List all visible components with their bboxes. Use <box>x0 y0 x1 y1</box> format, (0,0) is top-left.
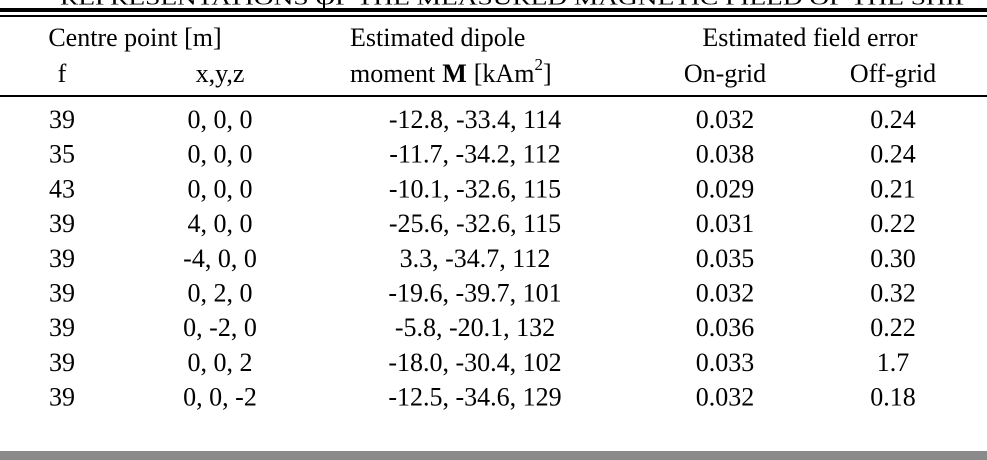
table-cell: 39 <box>49 383 75 412</box>
column-header: f <box>58 59 67 88</box>
table-cell: -5.8, -20.1, 132 <box>395 313 555 342</box>
table-cell: 39 <box>49 105 75 134</box>
table-cell: 39 <box>49 348 75 377</box>
column-header: Off-grid <box>850 59 936 88</box>
table-cell: 0, 2, 0 <box>188 278 253 307</box>
header-sup: 2 <box>534 55 543 74</box>
header-group: Estimated field error <box>702 23 917 52</box>
table-cell: 0.21 <box>870 174 916 203</box>
table-cell: 0.30 <box>870 244 916 273</box>
table-cell: -19.6, -39.7, 101 <box>388 278 561 307</box>
table-cell: 0.032 <box>696 383 755 412</box>
table-cell: 0.22 <box>870 209 916 238</box>
header-group: Estimated dipole <box>350 23 525 52</box>
table-cell: -18.0, -30.4, 102 <box>388 348 561 377</box>
table-cell: 0, 0, 2 <box>188 348 253 377</box>
table-caption: REPRESENTATIONS OF THE MEASURED MAGNETIC… <box>60 0 970 10</box>
table-cell: 0.32 <box>870 278 916 307</box>
table-cell: 0.038 <box>696 140 755 169</box>
table-cell: 0.18 <box>870 383 916 412</box>
column-header: moment M [kAm2] <box>350 55 552 88</box>
header-group: Centre point [m] <box>48 23 221 52</box>
table-cell: 4, 0, 0 <box>188 209 253 238</box>
column-header: x,y,z <box>196 59 245 88</box>
table-cell: -11.7, -34.2, 112 <box>389 140 560 169</box>
header-rule <box>0 95 987 97</box>
table-cell: 0.029 <box>696 174 755 203</box>
table-cell: -10.1, -32.6, 115 <box>389 174 561 203</box>
table-body: 39 0, 0, 0 -12.8, -33.4, 114 0.032 0.24 35 0, … <box>49 105 916 412</box>
header-symbol: M <box>442 59 467 88</box>
table-cell: 39 <box>49 313 75 342</box>
column-header: On-grid <box>684 59 766 88</box>
table-cell: 0.032 <box>696 105 755 134</box>
table-cell: 0.031 <box>696 209 755 238</box>
table-cell: 0.035 <box>696 244 755 273</box>
table-cell: 0.24 <box>870 140 916 169</box>
table-cell: 0, 0, 0 <box>188 174 253 203</box>
table-cell: 3.3, -34.7, 112 <box>400 244 551 273</box>
table-cell: 35 <box>49 140 75 169</box>
table-cell: 39 <box>49 244 75 273</box>
bottom-rule <box>0 451 987 460</box>
table-cell: 0.033 <box>696 348 755 377</box>
header-close: ] <box>543 59 552 88</box>
table-cell: 0, 0, 0 <box>188 105 253 134</box>
table-cell: -4, 0, 0 <box>183 244 257 273</box>
table-cell: 0.24 <box>870 105 916 134</box>
table-cell: 39 <box>49 209 75 238</box>
top-rule-thin <box>0 15 987 17</box>
table-cell: -25.6, -32.6, 115 <box>389 209 561 238</box>
table-cell: 0, 0, -2 <box>183 383 257 412</box>
top-rule <box>0 8 987 12</box>
table-cell: 0.036 <box>696 313 755 342</box>
table-cell: 0, -2, 0 <box>183 313 257 342</box>
table-cell: 0.032 <box>696 278 755 307</box>
table-cell: 43 <box>49 174 75 203</box>
table-cell: -12.5, -34.6, 129 <box>388 383 561 412</box>
header-text: moment <box>350 59 436 88</box>
table-cell: 1.7 <box>877 348 910 377</box>
table-cell: 0, 0, 0 <box>188 140 253 169</box>
table-cell: -12.8, -33.4, 114 <box>389 105 561 134</box>
table-cell: 0.22 <box>870 313 916 342</box>
header-unit: [kAm <box>474 59 535 88</box>
table-cell: 39 <box>49 278 75 307</box>
